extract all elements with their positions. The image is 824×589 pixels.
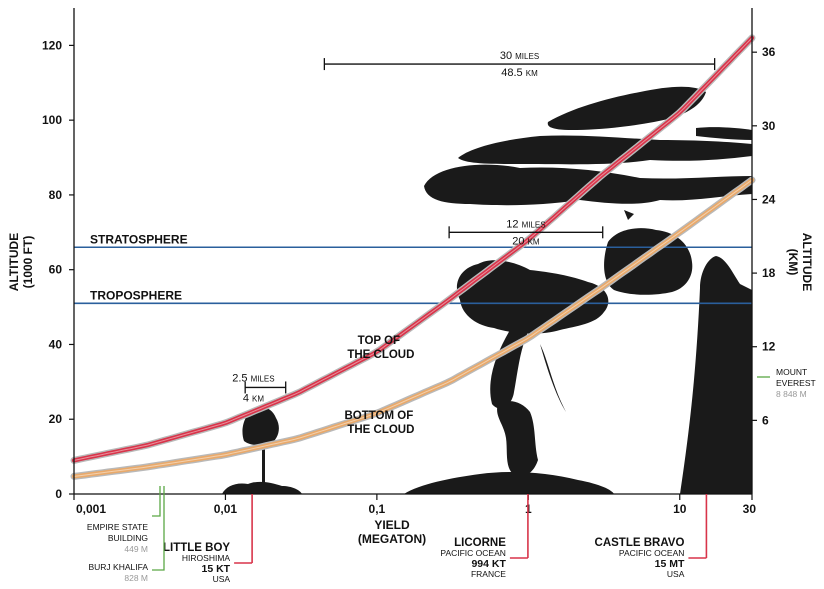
ref-name-2-0: MOUNT [776, 367, 807, 377]
test-place-1: PACIFIC OCEAN [440, 548, 506, 558]
castle-bravo-fragment [624, 210, 634, 220]
ref-leader-0 [152, 486, 161, 517]
y-tick-label-1: 20 [49, 412, 63, 426]
layer-label-1: TROPOSPHERE [90, 288, 182, 302]
axes: 020406080100120612182430360,0010,010,111… [7, 8, 814, 546]
castle-bravo-cap-mid [458, 135, 752, 165]
ref-value-0: 449 M [124, 544, 148, 554]
ref-name-0-0: EMPIRE STATE [87, 522, 148, 532]
x-tick-label-1: 0,01 [214, 502, 238, 516]
y-tick-label-2: 40 [49, 337, 63, 351]
curve-label-1-1: THE CLOUD [347, 424, 414, 436]
y2-tick-label-2: 18 [762, 266, 776, 280]
x-tick-label-5: 30 [743, 502, 757, 516]
x-axis-title-0: YIELD [374, 518, 410, 532]
cloud-width-markers: 2.5 MILES 4 KM 12 MILES 20 KM 30 MILES 48.5 K… [232, 50, 716, 404]
dim-km-0: 4 KM [243, 392, 265, 404]
test-place-2: PACIFIC OCEAN [619, 548, 685, 558]
y2-tick-label-4: 30 [762, 119, 776, 133]
cloud-height-curves: TOP OF THE CLOUD BOTTOM OF THE CLOUD [70, 34, 756, 480]
test-country-1: FRANCE [471, 569, 506, 579]
cloud-silhouettes [222, 86, 752, 494]
licorne-cap [456, 260, 609, 334]
x-tick-label-2: 0,1 [369, 502, 386, 516]
licorne-streak [540, 344, 566, 412]
curve-highlight-1 [73, 179, 753, 477]
test-yield-2: 15 MT [655, 558, 685, 570]
y2-tick-label-0: 6 [762, 413, 769, 427]
dim-km-1: 20 KM [512, 235, 540, 247]
test-name-0: LITTLE BOY [163, 542, 230, 554]
licorne-stem [490, 330, 528, 409]
ref-value-2: 8 848 M [776, 389, 807, 399]
y-axis-title: ALTITUDE (1000 FT) [7, 233, 35, 291]
y-tick-label-0: 0 [55, 487, 62, 501]
licorne-base [404, 472, 614, 494]
ref-leader-1 [152, 486, 165, 571]
y-tick-label-4: 80 [49, 188, 63, 202]
x-tick-label-4: 10 [673, 502, 687, 516]
curve-label-1-0: BOTTOM OF [344, 410, 413, 422]
little-boy-stem [262, 444, 265, 486]
y-tick-label-5: 100 [42, 113, 62, 127]
dim-miles-1: 12 MILES [506, 218, 545, 230]
curve-label-0-0: TOP OF [358, 335, 400, 347]
curve-1 [71, 177, 755, 479]
licorne-column [497, 401, 538, 477]
dim-km-2: 48.5 KM [501, 67, 538, 79]
little-boy-base [222, 481, 302, 494]
dim-miles-2: 30 MILES [500, 50, 539, 62]
test-name-1: LICORNE [454, 537, 506, 549]
ref-name-2-1: EVEREST [776, 378, 816, 388]
test-name-2: CASTLE BRAVO [595, 537, 685, 549]
little-boy-cloud [242, 407, 279, 446]
y-tick-label-3: 60 [49, 263, 63, 277]
test-country-0: USA [213, 574, 231, 584]
dim-miles-0: 2.5 MILES [232, 372, 274, 384]
layer-label-0: STRATOSPHERE [90, 232, 188, 246]
castle-bravo-cap-edge [696, 127, 752, 140]
ref-value-1: 828 M [124, 573, 148, 583]
test-country-2: USA [667, 569, 685, 579]
y-axis-title-1: (1000 FT) [21, 236, 35, 289]
y2-axis-title-1: (KM) [786, 249, 800, 276]
castle-bravo-column [680, 256, 752, 494]
x-axis-title-1: (MEGATON) [358, 532, 426, 546]
test-place-0: HIROSHIMA [182, 553, 231, 563]
test-yield-1: 994 KT [471, 558, 506, 570]
y-tick-label-6: 120 [42, 38, 62, 52]
y2-tick-label-1: 12 [762, 340, 776, 354]
test-yield-0: 15 KT [202, 563, 231, 575]
castle-bravo-collar [604, 228, 693, 295]
curve-label-0-1: THE CLOUD [347, 349, 414, 361]
curve-highlight-0 [73, 37, 753, 461]
y2-tick-label-3: 24 [762, 192, 776, 206]
curve-0 [71, 35, 755, 463]
y2-tick-label-5: 36 [762, 45, 776, 59]
ref-name-0-1: BUILDING [108, 533, 148, 543]
atmosphere-layers: STRATOSPHERE TROPOSPHERE [74, 232, 752, 305]
ref-name-1-0: BURJ KHALIFA [88, 562, 148, 572]
y-axis-title-0: ALTITUDE [7, 233, 21, 291]
y2-axis-title: ALTITUDE(KM) [786, 233, 814, 291]
y2-axis-title-0: ALTITUDE [800, 233, 814, 291]
x-tick-label-0: 0,001 [76, 502, 106, 516]
